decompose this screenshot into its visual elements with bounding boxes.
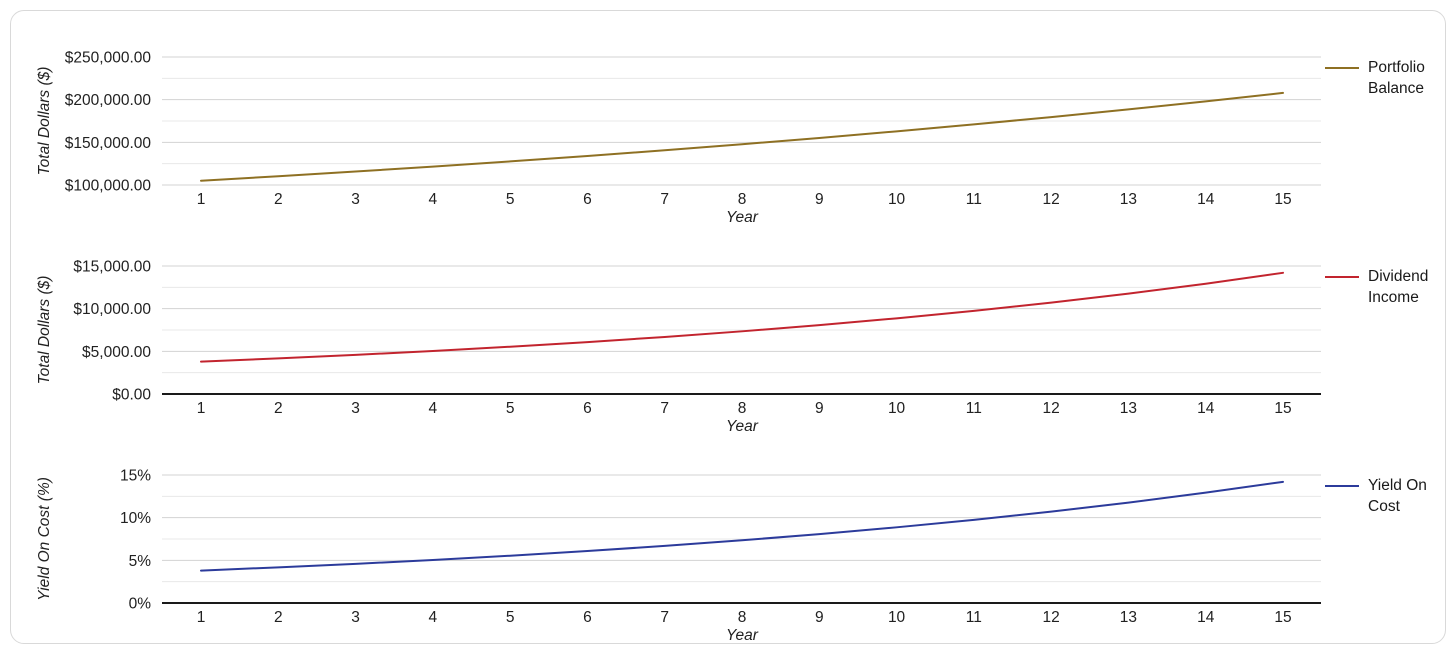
x-tick-label: 9 bbox=[815, 609, 824, 626]
x-tick-label: 11 bbox=[966, 400, 982, 417]
x-tick-label: 7 bbox=[660, 609, 669, 626]
y-tick-label: $200,000.00 bbox=[65, 92, 152, 109]
legend-line-swatch bbox=[1325, 67, 1359, 69]
y-tick-label: 10% bbox=[120, 510, 151, 527]
x-tick-label: 13 bbox=[1120, 400, 1137, 417]
y-tick-label: 0% bbox=[129, 596, 152, 613]
x-tick-label: 15 bbox=[1274, 191, 1291, 208]
x-tick-label: 7 bbox=[660, 400, 669, 417]
x-tick-label: 1 bbox=[197, 400, 206, 417]
yield-on-cost-plot: 0%5%10%15%1 2 3 4 5 6 7 8 9 10 11 12 13 14 15YearYield… bbox=[36, 468, 1321, 644]
x-tick-label: 13 bbox=[1120, 191, 1137, 208]
y-tick-label: $10,000.00 bbox=[73, 301, 151, 318]
x-tick-label: 12 bbox=[1043, 609, 1060, 626]
x-tick-label: 11 bbox=[966, 609, 982, 626]
x-tick-label: 9 bbox=[815, 191, 824, 208]
x-tick-label: 4 bbox=[429, 609, 438, 626]
legend-line-swatch bbox=[1325, 485, 1359, 487]
x-axis-title: Year bbox=[726, 209, 759, 226]
x-tick-label: 10 bbox=[888, 191, 906, 208]
y-tick-label: $5,000.00 bbox=[82, 344, 151, 361]
x-tick-label: 1 bbox=[197, 609, 206, 626]
x-tick-label: 6 bbox=[583, 191, 592, 208]
x-tick-label: 8 bbox=[738, 609, 747, 626]
x-tick-label: 5 bbox=[506, 400, 515, 417]
x-tick-label: 15 bbox=[1274, 400, 1291, 417]
data-line bbox=[200, 480, 1284, 572]
portfolio-balance-plot: $100,000.00 $150,000.00 $200,000.00 $250,00… bbox=[36, 50, 1321, 226]
x-tick-label: 8 bbox=[738, 191, 747, 208]
x-tick-label: 13 bbox=[1120, 609, 1137, 626]
dividend-income-plot: $0.00$5,000.00$10,000.00$15,000.001 2 3 4 5 6… bbox=[36, 259, 1321, 435]
x-tick-label: 12 bbox=[1043, 400, 1060, 417]
x-tick-label: 4 bbox=[429, 400, 438, 417]
x-tick-label: 5 bbox=[506, 191, 515, 208]
chart-card: $100,000.00 $150,000.00 $200,000.00 $250,00… bbox=[10, 10, 1446, 644]
x-tick-label: 12 bbox=[1043, 191, 1060, 208]
y-tick-label: $250,000.00 bbox=[65, 50, 152, 67]
x-tick-label: 3 bbox=[351, 609, 360, 626]
y-axis-title: Yield On Cost (%) bbox=[36, 477, 53, 601]
yield-on-cost-chart: 0% 5% 10% 15% 1 2 3 4 5 6 7 8 9 10 11 12 13 14 15 Year Yield… bbox=[11, 429, 1445, 645]
y-tick-label: 15% bbox=[120, 468, 151, 485]
x-tick-label: 15 bbox=[1274, 609, 1291, 626]
x-tick-label: 3 bbox=[351, 400, 360, 417]
data-line bbox=[200, 271, 1284, 363]
x-tick-label: 7 bbox=[660, 191, 669, 208]
y-axis-title: Total Dollars ($) bbox=[36, 67, 53, 176]
x-tick-label: 2 bbox=[274, 609, 283, 626]
legend-label: Yield On Cost bbox=[1368, 477, 1427, 515]
x-tick-label: 3 bbox=[351, 191, 360, 208]
legend-label: Dividend Income bbox=[1368, 268, 1429, 306]
legend-dividend-income: Dividend Income bbox=[1325, 266, 1456, 308]
x-tick-label: 2 bbox=[274, 191, 283, 208]
x-tick-label: 2 bbox=[274, 400, 283, 417]
x-tick-label: 4 bbox=[429, 191, 438, 208]
x-tick-label: 14 bbox=[1197, 400, 1215, 417]
x-tick-label: 1 bbox=[197, 191, 206, 208]
x-axis-title: Year bbox=[726, 418, 759, 435]
legend-yield-on-cost: Yield On Cost bbox=[1325, 475, 1456, 517]
y-axis-title: Total Dollars ($) bbox=[36, 276, 53, 385]
y-tick-label: $15,000.00 bbox=[73, 259, 151, 276]
y-tick-label: $0.00 bbox=[112, 387, 151, 404]
portfolio-balance-chart: $100,000.00 $150,000.00 $200,000.00 $250,00… bbox=[11, 11, 1445, 227]
x-tick-label: 6 bbox=[583, 400, 592, 417]
data-line bbox=[200, 91, 1284, 182]
legend-portfolio-balance: Portfolio Balance bbox=[1325, 57, 1456, 99]
x-axis-title: Year bbox=[726, 627, 759, 644]
x-tick-label: 10 bbox=[888, 609, 906, 626]
x-tick-label: 10 bbox=[888, 400, 906, 417]
x-tick-label: 6 bbox=[583, 609, 592, 626]
x-tick-label: 9 bbox=[815, 400, 824, 417]
y-tick-label: $150,000.00 bbox=[65, 135, 152, 152]
dividend-income-chart: $0.00 $5,000.00 $10,000.00 $15,000.00 1 2 3 4 5 6… bbox=[11, 220, 1445, 436]
x-tick-label: 14 bbox=[1197, 609, 1215, 626]
x-tick-label: 14 bbox=[1197, 191, 1215, 208]
x-tick-label: 8 bbox=[738, 400, 747, 417]
legend-label: Portfolio Balance bbox=[1368, 59, 1425, 97]
y-tick-label: $100,000.00 bbox=[65, 178, 152, 195]
legend-line-swatch bbox=[1325, 276, 1359, 278]
x-tick-label: 5 bbox=[506, 609, 515, 626]
x-tick-label: 11 bbox=[966, 191, 982, 208]
y-tick-label: 5% bbox=[129, 553, 152, 570]
